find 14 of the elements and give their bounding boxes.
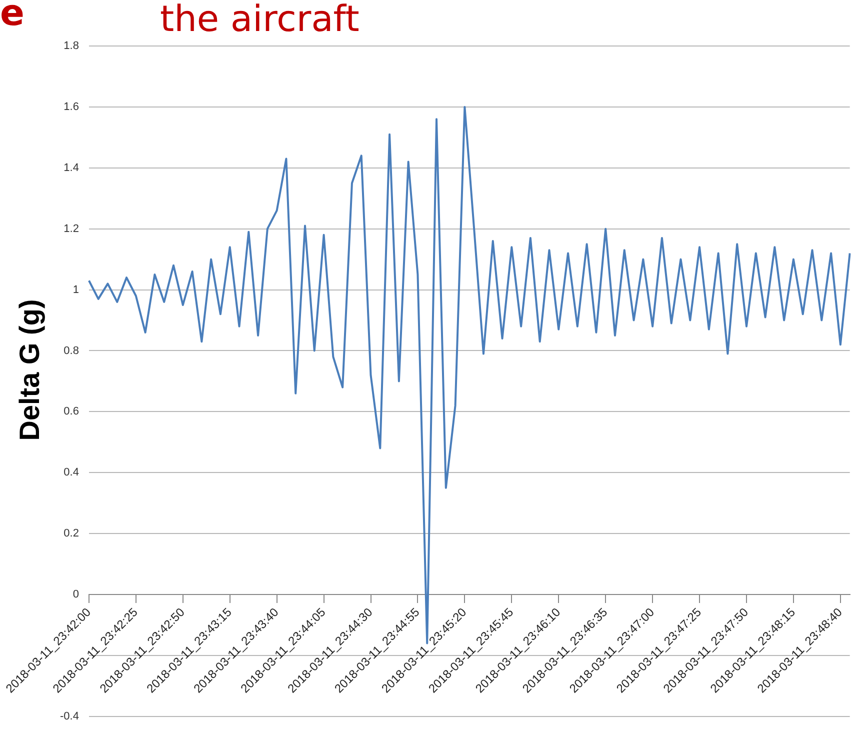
y-tick-label: 1.4 [64, 162, 79, 174]
y-tick-label: 0 [72, 588, 79, 601]
y-tick-label: 0.8 [64, 344, 79, 357]
y-tick-label: -0.4 [60, 710, 79, 722]
y-tick-label: 1.8 [64, 40, 79, 52]
y-tick-label: 0.6 [64, 406, 79, 418]
y-tick-label: 0.4 [64, 466, 79, 479]
chart-title: the aircraft [160, 0, 360, 40]
y-tick-label: 1.6 [64, 100, 79, 113]
y-axis-title: Delta G (g) [14, 299, 46, 441]
y-tick-label: 1.2 [64, 222, 79, 235]
y-tick-label: 1 [72, 284, 79, 296]
text: e [0, 0, 24, 34]
y-tick-label: 0.2 [64, 528, 79, 540]
